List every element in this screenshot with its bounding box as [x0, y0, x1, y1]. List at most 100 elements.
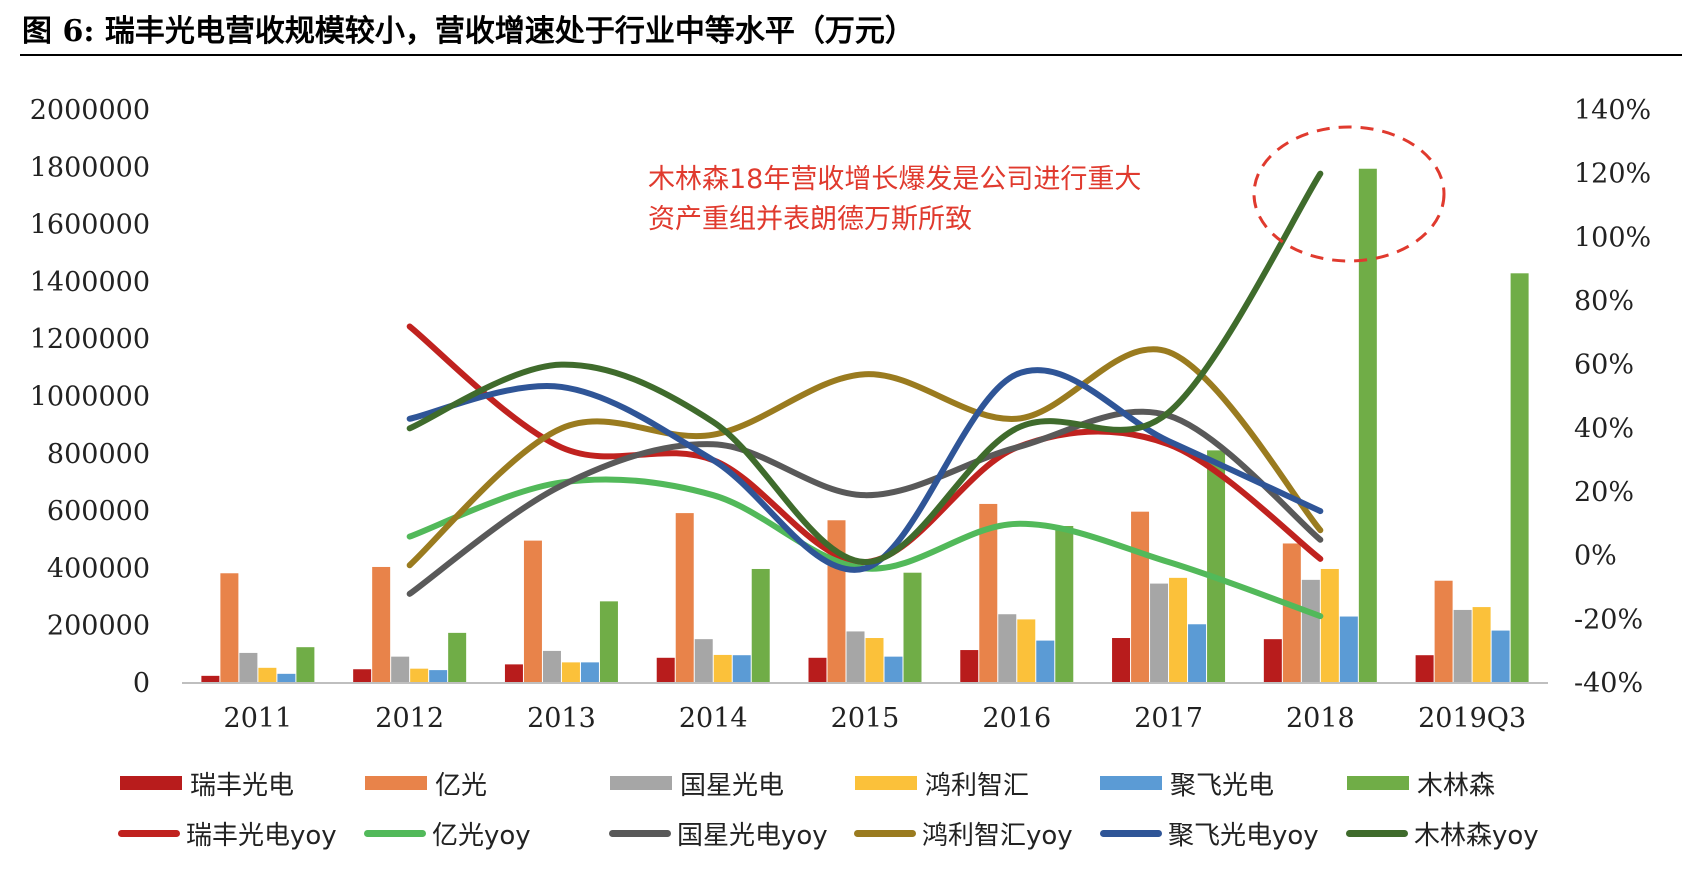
y-right-tick-label: 20%: [1574, 477, 1634, 508]
x-tick-label: 2017: [1134, 703, 1203, 734]
y-left-tick-label: 1800000: [30, 152, 150, 183]
bar: [808, 657, 827, 683]
legend-label: 聚飞光电: [1170, 770, 1275, 801]
legend-item-nationstar: 国星光电: [610, 763, 784, 803]
series-line: [406, 408, 1324, 597]
y-left-tick-label: 200000: [47, 611, 150, 642]
bar: [1453, 609, 1472, 683]
bar: [1017, 619, 1036, 683]
bar: [258, 667, 277, 683]
legend-item-jufei: 聚飞光电: [1100, 763, 1274, 803]
figure-title: 图 6: 瑞丰光电营收规模较小，营收增速处于行业中等水平（万元）: [22, 14, 915, 49]
bar: [675, 513, 694, 683]
y-right-tick-label: 140%: [1574, 95, 1651, 126]
bar: [1169, 577, 1188, 683]
annotation-line-1: 木林森18年营收增长爆发是公司进行重大: [648, 164, 1142, 195]
bar: [1510, 273, 1529, 683]
bar: [1472, 607, 1491, 683]
legend-swatch: [118, 829, 180, 837]
legend-label: 木林森yoy: [1414, 820, 1539, 851]
legend-label: 瑞丰光电yoy: [186, 820, 337, 851]
y-right-tick-label: 60%: [1574, 350, 1634, 381]
bar: [296, 647, 315, 683]
legend-label: 国星光电yoy: [677, 820, 828, 851]
bar: [732, 655, 751, 683]
bar: [580, 662, 599, 683]
x-tick-label: 2014: [679, 703, 748, 734]
bar: [1112, 638, 1131, 683]
legend-item-honglitronic-yoy: 鸿利智汇yoy: [854, 813, 1073, 853]
x-tick-label: 2019Q3: [1418, 703, 1526, 734]
y-left-tick-label: 1000000: [30, 382, 150, 413]
chart: 0 200000 400000 600000 800000 1000000 1200000 1…: [30, 95, 1651, 734]
bar: [1320, 568, 1339, 683]
series-line: [406, 367, 1324, 573]
annotation: 木林森18年营收增长爆发是公司进行重大 资产重组并表朗德万斯所致: [648, 160, 1141, 240]
y-right-tick-label: 120%: [1574, 159, 1651, 190]
legend-label: 亿光yoy: [432, 820, 531, 851]
y-right-tick-label: 0%: [1574, 541, 1617, 572]
y-left-tick-label: 400000: [47, 553, 150, 584]
bar: [448, 632, 467, 683]
bar: [1036, 640, 1055, 683]
bar: [1415, 655, 1434, 683]
legend-swatch: [1347, 776, 1409, 790]
series-line: [406, 170, 1324, 566]
y-left-tick-label: 0: [133, 668, 150, 699]
bar: [713, 654, 732, 683]
y-right-tick-label: -20%: [1574, 604, 1643, 635]
bar: [998, 614, 1017, 683]
bar: [1263, 639, 1282, 683]
legend-swatch: [855, 776, 917, 790]
legend-swatch: [1346, 829, 1408, 837]
bar: [1055, 525, 1074, 683]
axis-layer: 0 200000 400000 600000 800000 1000000 1200000 1…: [30, 95, 1651, 734]
y-right-tick-label: 80%: [1574, 286, 1634, 317]
bar: [751, 568, 770, 683]
legend-label: 鸿利智汇: [925, 770, 1030, 801]
legend-swatch: [854, 829, 916, 837]
bar: [1434, 580, 1453, 683]
bar: [960, 650, 979, 683]
bar: [1358, 168, 1377, 684]
legend-swatch: [1100, 776, 1162, 790]
bar: [353, 669, 372, 683]
legend-item-mls: 木林森: [1347, 763, 1495, 803]
legend-item-nationstar-yoy: 国星光电yoy: [609, 813, 828, 853]
legend-item-ruifeng: 瑞丰光电: [120, 763, 294, 803]
legend-item-everlight-yoy: 亿光yoy: [364, 813, 531, 853]
legend-swatch: [364, 829, 426, 837]
bar: [1188, 624, 1207, 683]
bar: [220, 573, 239, 683]
x-tick-label: 2011: [224, 703, 293, 734]
series-line: [406, 346, 1324, 569]
legend-swatch: [365, 776, 427, 790]
annotation-line-2: 资产重组并表朗德万斯所致: [648, 204, 972, 235]
x-tick-label: 2016: [982, 703, 1051, 734]
bar: [1131, 511, 1150, 683]
legend-label: 国星光电: [680, 770, 785, 801]
bar: [865, 638, 884, 683]
bar: [694, 639, 713, 683]
bar: [1207, 450, 1226, 683]
bar: [1491, 630, 1510, 683]
bar: [429, 670, 448, 683]
bar: [1282, 543, 1301, 683]
bar: [846, 631, 865, 683]
bar: [1339, 616, 1358, 683]
legend-swatch: [120, 776, 182, 790]
legend-item-mls-yoy: 木林森yoy: [1346, 813, 1539, 853]
bar: [504, 664, 523, 683]
y-left-tick-label: 2000000: [30, 95, 150, 126]
bar: [372, 566, 391, 683]
bar: [1301, 579, 1320, 683]
legend: 瑞丰光电 亿光 国星光电 鸿利智汇 聚飞光电 木林森 瑞丰光电yoy 亿光yoy…: [0, 760, 1682, 870]
bar: [903, 572, 922, 683]
legend-item-jufei-yoy: 聚飞光电yoy: [1100, 813, 1319, 853]
title-rule: [20, 54, 1682, 56]
x-tick-label: 2015: [831, 703, 900, 734]
bar: [979, 503, 998, 683]
y-right-tick-label: -40%: [1574, 668, 1643, 699]
legend-label: 瑞丰光电: [190, 770, 295, 801]
bar: [561, 662, 580, 683]
